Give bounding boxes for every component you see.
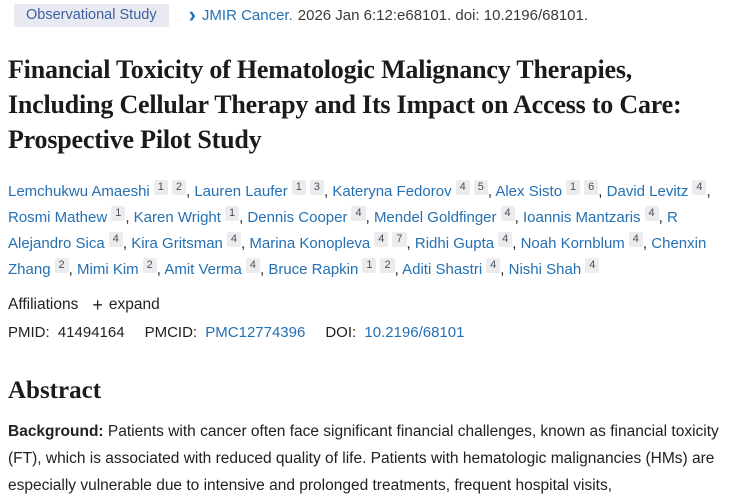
abstract-section-text: Patients with cancer often face signific…: [8, 423, 719, 494]
author-link[interactable]: R Alejandro Sica: [8, 209, 678, 252]
affiliation-number[interactable]: 2: [380, 258, 395, 273]
author-link[interactable]: Ioannis Mantzaris: [522, 209, 641, 226]
doi-link[interactable]: 10.2196/68101: [364, 324, 465, 341]
affiliation-number[interactable]: 4: [500, 206, 515, 221]
affiliation-number[interactable]: 4: [692, 180, 707, 195]
author-separator: ,: [239, 209, 248, 226]
affiliation-number[interactable]: 1: [153, 180, 168, 195]
author-separator: ,: [125, 209, 134, 226]
affiliation-number[interactable]: 4: [585, 258, 600, 273]
author-link[interactable]: Lemchukwu Amaeshi: [8, 183, 150, 200]
author-link[interactable]: Aditi Shastri: [402, 261, 483, 278]
author-separator: ,: [487, 183, 496, 200]
affiliation-number[interactable]: 4: [226, 232, 242, 247]
affiliation-number[interactable]: 1: [111, 206, 126, 221]
affiliation-number[interactable]: 4: [374, 232, 389, 247]
author-link[interactable]: Alex Sisto: [495, 183, 563, 200]
affiliation-number[interactable]: 3: [309, 180, 324, 195]
author-link[interactable]: Lauren Laufer: [194, 183, 288, 200]
author-separator: ,: [514, 209, 523, 226]
author-link[interactable]: Mimi Kim: [77, 261, 139, 278]
author-separator: ,: [658, 209, 668, 226]
affiliations-label: Affiliations: [8, 296, 79, 313]
affiliations-row: Affiliations + expand: [8, 296, 742, 314]
pmcid-label: PMCID:: [144, 324, 198, 341]
author-separator: ,: [598, 183, 607, 200]
author-separator: ,: [324, 183, 333, 200]
abstract-section-label: Background:: [8, 423, 104, 440]
author-link[interactable]: Nishi Shah: [508, 261, 582, 278]
author-link[interactable]: Dennis Cooper: [247, 209, 348, 226]
author-separator: ,: [68, 261, 78, 278]
author-link[interactable]: Chenxin Zhang: [8, 235, 707, 278]
author-separator: ,: [406, 235, 415, 252]
author-link[interactable]: David Levitz: [606, 183, 689, 200]
abstract-heading: Abstract: [8, 377, 102, 404]
affiliation-number[interactable]: 4: [455, 180, 470, 195]
affiliation-number[interactable]: 4: [498, 232, 513, 247]
author-link[interactable]: Karen Wright: [133, 209, 221, 226]
author-separator: ,: [500, 261, 509, 278]
affiliation-number[interactable]: 2: [54, 258, 69, 273]
affiliation-number[interactable]: 1: [362, 258, 377, 273]
author-link[interactable]: Rosmi Mathew: [8, 209, 108, 226]
affiliation-number[interactable]: 4: [628, 232, 643, 247]
doi-label: DOI:: [325, 324, 357, 341]
affiliation-number[interactable]: 5: [473, 180, 488, 195]
author-separator: ,: [512, 235, 521, 252]
author-link[interactable]: Bruce Rapkin: [268, 261, 359, 278]
pmcid-link[interactable]: PMC12774396: [205, 324, 306, 341]
author-separator: ,: [706, 183, 711, 200]
author-separator: ,: [241, 235, 250, 252]
author-link[interactable]: Marina Konopleva: [249, 235, 371, 252]
pmid-label: PMID:: [8, 324, 50, 341]
citation-text: 2026 Jan 6:12:e68101. doi: 10.2196/68101…: [297, 7, 589, 24]
plus-icon: +: [92, 295, 103, 315]
pmcid-group: PMCID: PMC12774396: [145, 324, 306, 341]
affiliation-number[interactable]: 1: [566, 180, 581, 195]
author-separator: ,: [259, 261, 269, 278]
article-title: Financial Toxicity of Hematologic Malign…: [8, 55, 682, 154]
author-list: Lemchukwu Amaeshi 1 2, Lauren Laufer 1 3, Ka…: [8, 179, 742, 283]
author-separator: ,: [365, 209, 374, 226]
affiliation-number[interactable]: 4: [351, 206, 366, 221]
affiliation-number[interactable]: 1: [224, 206, 240, 221]
journal-link[interactable]: JMIR Cancer.: [201, 7, 293, 24]
affiliation-number[interactable]: 4: [486, 258, 501, 273]
author-separator: ,: [642, 235, 652, 252]
doi-group: DOI: 10.2196/68101: [325, 324, 464, 341]
affiliation-number[interactable]: 2: [171, 180, 186, 195]
publication-type-badge: Observational Study: [14, 4, 169, 27]
author-separator: ,: [186, 183, 195, 200]
author-link[interactable]: Kira Gritsman: [131, 235, 223, 252]
affiliation-number[interactable]: 4: [108, 232, 123, 247]
pmid-value: 41494164: [57, 324, 125, 341]
author-link[interactable]: Noah Kornblum: [520, 235, 625, 252]
author-link[interactable]: Mendel Goldfinger: [373, 209, 497, 226]
author-link[interactable]: Amit Verma: [164, 261, 242, 278]
identifiers-row: PMID: 41494164 PMCID: PMC12774396 DOI: 1…: [8, 324, 742, 341]
chevron-right-icon: ›: [188, 1, 196, 27]
affiliation-number[interactable]: 1: [291, 180, 306, 195]
affiliation-number[interactable]: 2: [142, 258, 157, 273]
affiliation-number[interactable]: 6: [584, 180, 599, 195]
author-separator: ,: [122, 235, 132, 252]
affiliation-number[interactable]: 4: [644, 206, 659, 221]
author-link[interactable]: Ridhi Gupta: [414, 235, 495, 252]
expand-label: expand: [108, 296, 160, 313]
citation-header: Observational Study › JMIR Cancer. 2026 …: [14, 1, 742, 27]
author-separator: ,: [156, 261, 165, 278]
affiliation-number[interactable]: 7: [392, 232, 407, 247]
pmid-group: PMID: 41494164: [8, 324, 125, 341]
affiliation-number[interactable]: 4: [245, 258, 260, 273]
author-link[interactable]: Kateryna Fedorov: [332, 183, 452, 200]
author-separator: ,: [394, 261, 403, 278]
abstract-paragraph: Background: Patients with cancer often f…: [8, 418, 742, 499]
affiliations-expand-button[interactable]: + expand: [92, 296, 159, 314]
